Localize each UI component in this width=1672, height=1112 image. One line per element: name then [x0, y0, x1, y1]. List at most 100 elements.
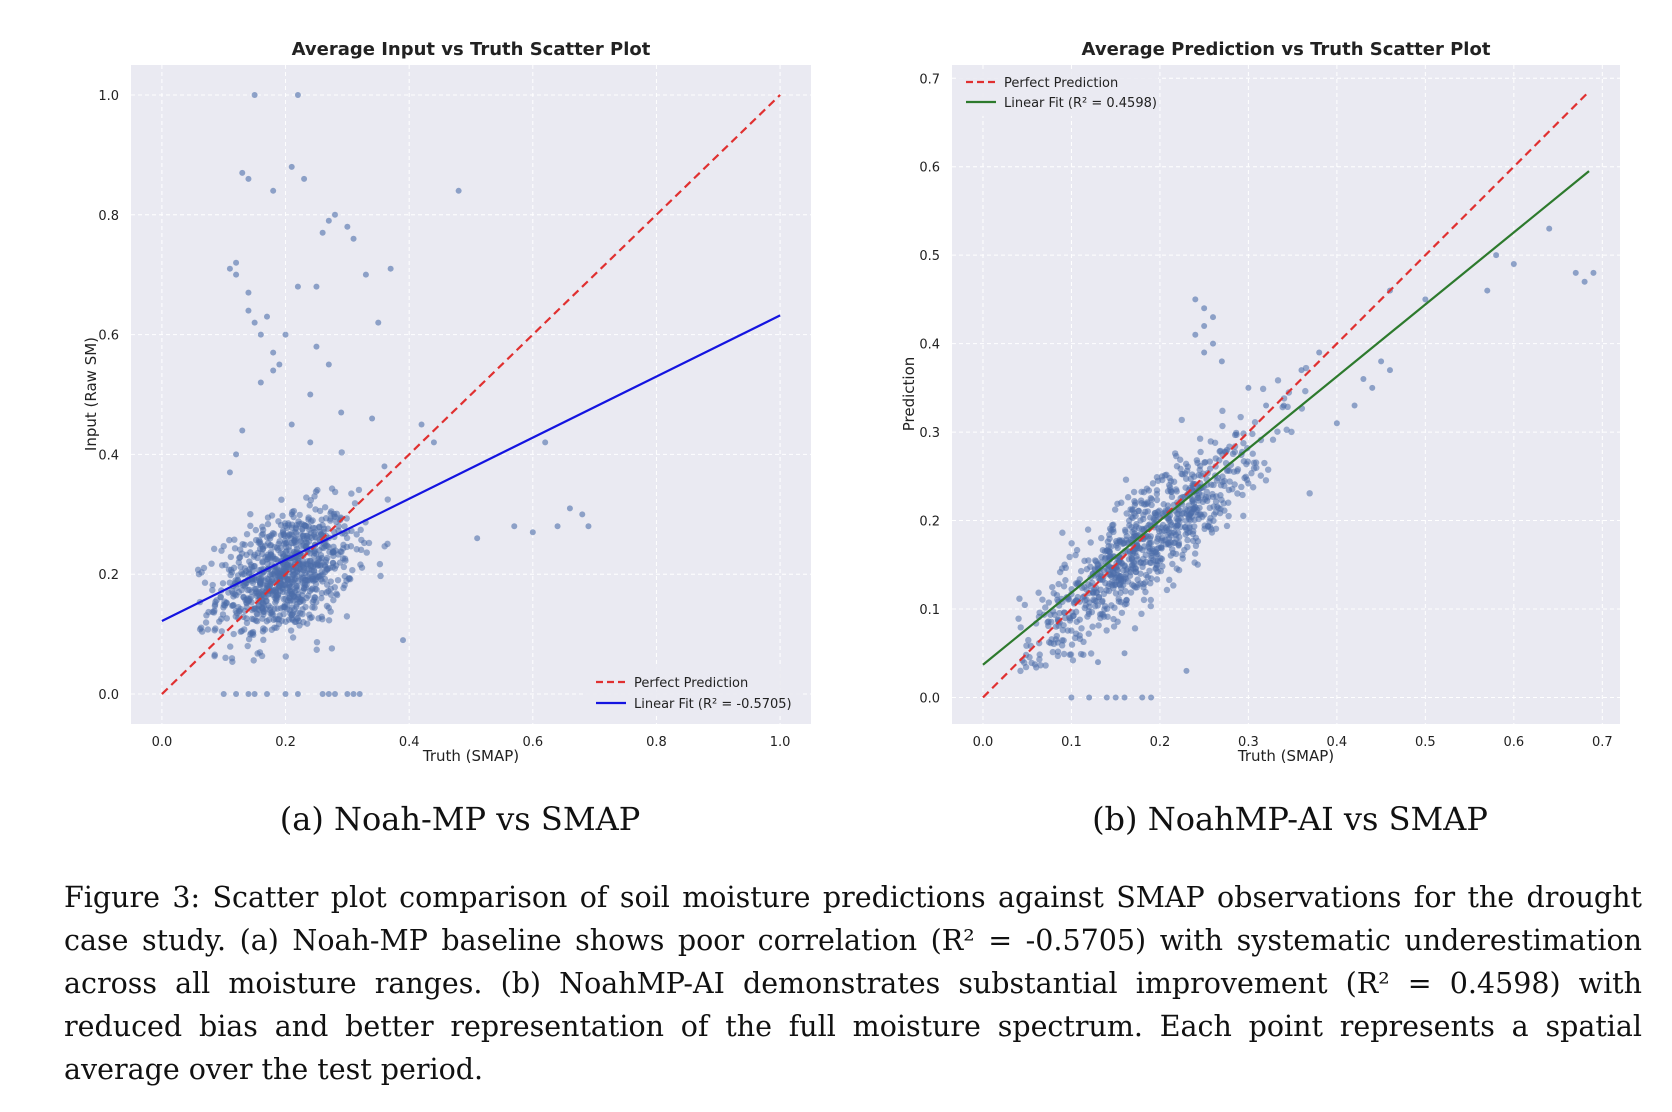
data-point [1142, 501, 1149, 508]
data-point [1140, 488, 1148, 496]
data-point [328, 508, 335, 515]
data-point [309, 563, 316, 570]
data-point [1042, 662, 1049, 669]
data-point [1146, 567, 1153, 575]
data-point [286, 581, 293, 589]
data-point [343, 613, 351, 620]
data-point [1064, 627, 1071, 634]
data-point [1134, 576, 1141, 583]
data-point [324, 554, 331, 562]
data-point [1192, 542, 1200, 550]
data-point [1202, 458, 1209, 466]
data-point [1163, 586, 1171, 594]
data-point [237, 563, 244, 571]
data-point [1106, 553, 1113, 560]
data-point [283, 589, 291, 596]
data-point [1164, 531, 1171, 538]
subcaption-b: (b) NoahMP-AI vs SMAP [1092, 800, 1488, 838]
data-point [1122, 587, 1129, 595]
data-point [1140, 596, 1148, 604]
data-point [1111, 506, 1119, 513]
data-point [1115, 598, 1123, 605]
data-point [1087, 650, 1095, 657]
x-tick-label: 0.6 [1503, 735, 1524, 750]
data-point [1159, 476, 1166, 484]
data-point [400, 637, 406, 644]
data-point [1105, 587, 1113, 595]
data-point [226, 536, 233, 544]
linear-fit-line [982, 170, 1590, 666]
data-point [358, 564, 366, 571]
data-point [362, 271, 369, 278]
perfect-prediction-line [161, 94, 781, 695]
data-point [369, 415, 376, 422]
data-point [341, 523, 348, 530]
data-point [313, 646, 320, 653]
data-point [1042, 604, 1049, 611]
data-point [243, 530, 251, 538]
data-point [1123, 510, 1130, 517]
data-point [1175, 516, 1182, 523]
data-point [314, 486, 321, 494]
data-point [1039, 596, 1046, 603]
data-point [1192, 296, 1199, 303]
data-point [1121, 562, 1128, 569]
data-point [245, 175, 252, 182]
data-point [264, 691, 270, 698]
data-point [381, 543, 388, 550]
data-point [200, 564, 208, 572]
data-point [249, 630, 256, 637]
data-point [302, 522, 309, 530]
data-point [1216, 509, 1224, 517]
data-point [330, 548, 337, 556]
data-point [231, 545, 239, 552]
y-tick-label: 0.4 [919, 338, 940, 353]
data-point [1138, 610, 1145, 618]
data-point [529, 529, 536, 536]
data-point [259, 559, 266, 566]
data-point [306, 611, 313, 618]
data-point [357, 526, 364, 534]
data-point [282, 618, 289, 625]
data-point [1017, 624, 1024, 631]
data-point [302, 569, 309, 577]
data-point [1201, 322, 1208, 329]
data-point [1111, 604, 1118, 611]
data-point [311, 549, 318, 557]
y-tick-label: 0.0 [98, 688, 119, 703]
data-point [264, 514, 272, 521]
data-point [1085, 581, 1092, 588]
data-point [283, 575, 291, 582]
data-point [233, 259, 240, 266]
data-point [239, 169, 246, 176]
data-point [282, 653, 289, 660]
data-point [1104, 613, 1111, 620]
data-point [348, 490, 355, 497]
data-point [1107, 571, 1114, 579]
data-point [1231, 431, 1239, 439]
data-point [351, 500, 359, 507]
data-point [1243, 460, 1250, 468]
data-point [218, 628, 225, 635]
data-point [1274, 428, 1281, 435]
data-point [1127, 589, 1135, 596]
data-point [1074, 593, 1081, 601]
data-point [1149, 480, 1157, 487]
data-point [211, 627, 218, 634]
data-point [211, 652, 218, 660]
data-point [358, 536, 365, 544]
data-point [1078, 625, 1085, 632]
data-point [365, 539, 373, 547]
data-point [310, 577, 317, 584]
data-point [256, 581, 264, 588]
chart-a-ticks: 0.0 0.2 0.4 0.6 0.8 1.0 0.0 0.2 0.4 0.6 0.8 1.0 [98, 89, 790, 750]
data-point [1166, 576, 1173, 584]
data-point [222, 654, 229, 662]
data-point [313, 638, 321, 646]
data-point [1066, 553, 1073, 561]
data-point [266, 533, 273, 540]
data-point [1086, 599, 1093, 606]
data-point [279, 512, 286, 520]
data-point [251, 691, 258, 698]
data-point [254, 611, 261, 618]
